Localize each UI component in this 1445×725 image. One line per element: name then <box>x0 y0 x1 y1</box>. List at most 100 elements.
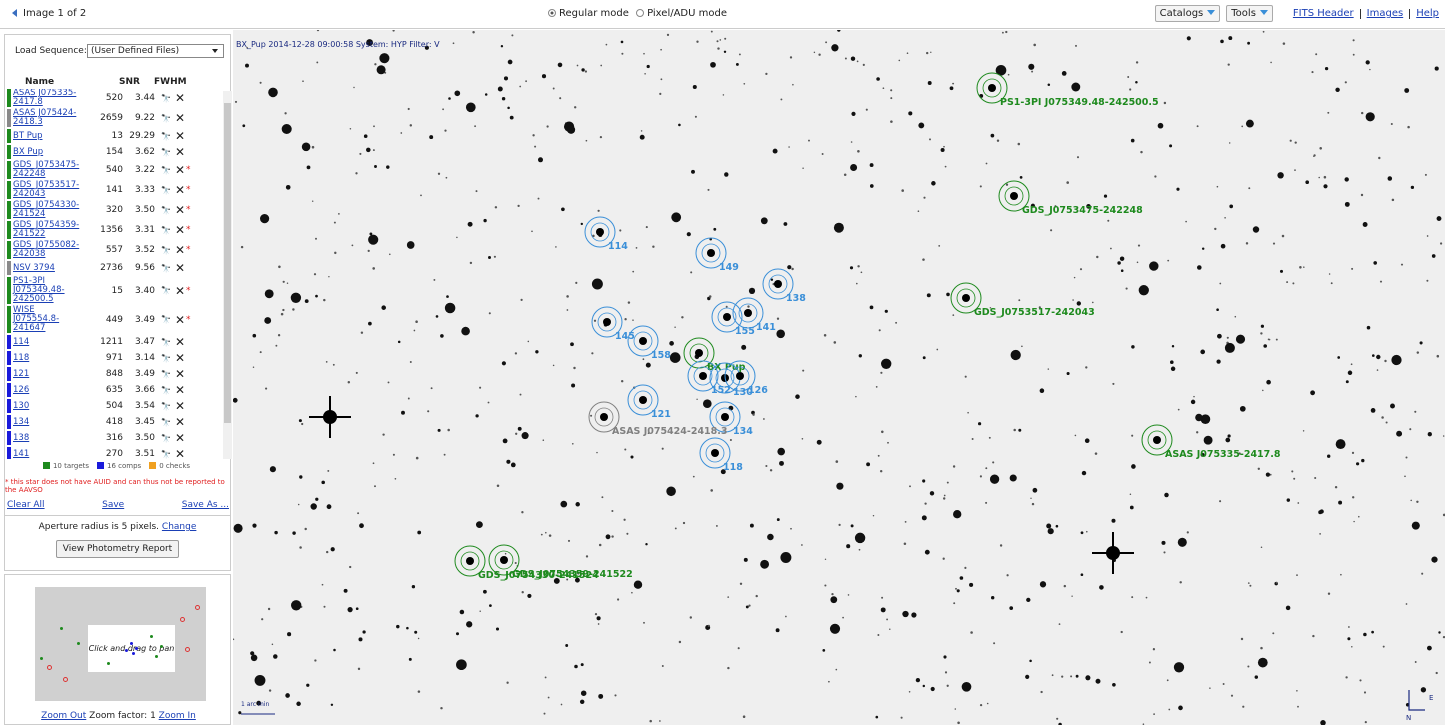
image-nav[interactable]: Image 1 of 2 <box>12 8 86 19</box>
star <box>1345 81 1347 83</box>
star-name[interactable]: NSV 3794 <box>11 264 83 273</box>
find-icon[interactable]: 🔭 <box>161 186 171 195</box>
star-name[interactable]: 118 <box>11 354 83 363</box>
load-sequence-select[interactable]: (User Defined Files) <box>87 44 224 58</box>
report-button[interactable]: View Photometry Report <box>56 540 179 558</box>
clear-all-link[interactable]: Clear All <box>7 500 45 510</box>
remove-icon[interactable]: ✕ <box>175 111 185 125</box>
star <box>470 262 472 264</box>
star <box>783 222 787 226</box>
star <box>980 704 982 706</box>
find-icon[interactable]: 🔭 <box>161 114 171 123</box>
star-name[interactable]: ASAS J075424-2418.3 <box>11 109 83 127</box>
star-name[interactable]: 134 <box>11 418 83 427</box>
remove-icon[interactable]: ✕ <box>175 223 185 237</box>
remove-icon[interactable]: ✕ <box>175 145 185 159</box>
remove-icon[interactable]: ✕ <box>175 383 185 397</box>
find-icon[interactable]: 🔭 <box>161 206 171 215</box>
remove-icon[interactable]: ✕ <box>175 91 185 105</box>
find-icon[interactable]: 🔭 <box>161 450 171 459</box>
find-icon[interactable]: 🔭 <box>161 286 171 295</box>
find-icon[interactable]: 🔭 <box>161 148 171 157</box>
fits-header-link[interactable]: FITS Header <box>1293 8 1354 19</box>
find-icon[interactable]: 🔭 <box>161 315 171 324</box>
find-icon[interactable]: 🔭 <box>161 418 171 427</box>
remove-icon[interactable]: ✕ <box>175 163 185 177</box>
star-name[interactable]: 114 <box>11 338 83 347</box>
star-name[interactable]: PS1-3PI J075349.48-242500.5 <box>11 277 83 304</box>
star-name[interactable]: GDS_J0755082-242038 <box>11 241 83 259</box>
scrollbar[interactable] <box>223 91 232 459</box>
star-name[interactable]: GDS_J0753517-242043 <box>11 181 83 199</box>
star-name[interactable]: GDS_J0754330-241524 <box>11 201 83 219</box>
save-as-link[interactable]: Save As ... <box>182 500 229 510</box>
change-link[interactable]: Change <box>162 522 196 532</box>
find-icon[interactable]: 🔭 <box>161 370 171 379</box>
find-icon[interactable]: 🔭 <box>161 354 171 363</box>
find-icon[interactable]: 🔭 <box>161 166 171 175</box>
star <box>323 299 325 301</box>
remove-icon[interactable]: ✕ <box>175 431 185 445</box>
star <box>1056 525 1059 528</box>
remove-icon[interactable]: ✕ <box>175 183 185 197</box>
annotation-label: GDS_J0754359-241522 <box>512 569 633 580</box>
star <box>372 267 375 270</box>
remove-icon[interactable]: ✕ <box>175 447 185 459</box>
star-name[interactable]: ASAS J075335-2417.8 <box>11 89 83 107</box>
star-name[interactable]: 138 <box>11 434 83 443</box>
remove-icon[interactable]: ✕ <box>175 243 185 257</box>
mode-label[interactable]: Pixel/ADU mode <box>647 8 727 19</box>
star-name[interactable]: 126 <box>11 386 83 395</box>
star <box>1242 706 1244 708</box>
radio[interactable] <box>548 9 556 17</box>
minimap[interactable]: Click and drag to pan <box>35 587 206 701</box>
remove-icon[interactable]: ✕ <box>175 335 185 349</box>
tools-button[interactable]: Tools <box>1226 5 1273 22</box>
star-name[interactable]: GDS_J0754359-241522 <box>11 221 83 239</box>
remove-icon[interactable]: ✕ <box>175 313 185 327</box>
star <box>1149 261 1158 270</box>
remove-icon[interactable]: ✕ <box>175 261 185 275</box>
star-name[interactable]: BT Pup <box>11 132 83 141</box>
minimap-viewport[interactable]: Click and drag to pan <box>88 625 175 672</box>
star <box>646 226 648 228</box>
remove-icon[interactable]: ✕ <box>175 399 185 413</box>
star <box>281 313 284 316</box>
remove-icon[interactable]: ✕ <box>175 351 185 365</box>
star-name[interactable]: 121 <box>11 370 83 379</box>
remove-icon[interactable]: ✕ <box>175 203 185 217</box>
find-icon[interactable]: 🔭 <box>161 434 171 443</box>
star-name[interactable]: BX Pup <box>11 148 83 157</box>
zoom-in-link[interactable]: Zoom In <box>159 711 196 721</box>
star <box>683 522 685 524</box>
star <box>898 60 900 62</box>
find-icon[interactable]: 🔭 <box>161 246 171 255</box>
save-link[interactable]: Save <box>102 500 124 510</box>
star <box>952 83 954 85</box>
find-icon[interactable]: 🔭 <box>161 402 171 411</box>
star-name[interactable]: 141 <box>11 450 83 459</box>
find-icon[interactable]: 🔭 <box>161 386 171 395</box>
remove-icon[interactable]: ✕ <box>175 284 185 298</box>
star-name[interactable]: GDS_J0753475-242248 <box>11 161 83 179</box>
find-icon[interactable]: 🔭 <box>161 132 171 141</box>
star <box>261 618 263 620</box>
zoom-out-link[interactable]: Zoom Out <box>41 711 86 721</box>
star <box>590 415 592 417</box>
help-link[interactable]: Help <box>1416 8 1439 19</box>
star <box>887 442 889 444</box>
find-icon[interactable]: 🔭 <box>161 264 171 273</box>
find-icon[interactable]: 🔭 <box>161 94 171 103</box>
radio[interactable] <box>636 9 644 17</box>
remove-icon[interactable]: ✕ <box>175 415 185 429</box>
mode-label[interactable]: Regular mode <box>559 8 629 19</box>
images-link[interactable]: Images <box>1367 8 1404 19</box>
star-name[interactable]: 130 <box>11 402 83 411</box>
catalogs-button[interactable]: Catalogs <box>1155 5 1221 22</box>
remove-icon[interactable]: ✕ <box>175 367 185 381</box>
star-name[interactable]: WISE J075554.8-241647 <box>11 306 83 333</box>
find-icon[interactable]: 🔭 <box>161 338 171 347</box>
find-icon[interactable]: 🔭 <box>161 226 171 235</box>
remove-icon[interactable]: ✕ <box>175 129 185 143</box>
